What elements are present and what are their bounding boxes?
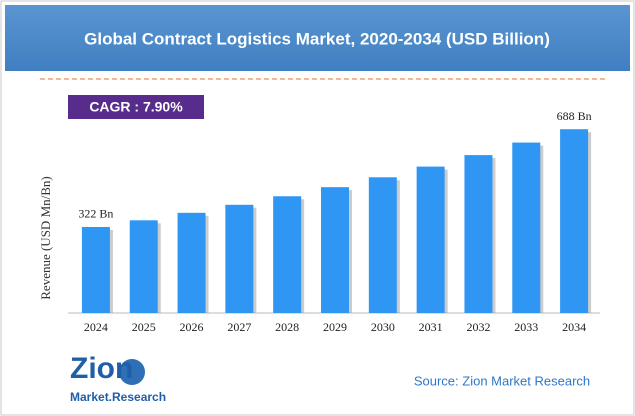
logo: Zion Market.Research: [70, 352, 166, 404]
value-label: 688 Bn: [557, 109, 592, 123]
value-label: 322 Bn: [78, 207, 113, 221]
bar: [321, 187, 349, 313]
bar: [416, 166, 445, 313]
bar: [129, 220, 158, 313]
x-tick-label: 2028: [275, 320, 299, 334]
bar: [560, 129, 589, 313]
x-tick-label: 2034: [562, 320, 586, 334]
bar: [177, 212, 206, 313]
y-axis-label: Revenue (USD Mn/Bn): [38, 176, 53, 300]
x-tick-label: 2026: [180, 320, 204, 334]
x-tick-label: 2031: [419, 320, 443, 334]
x-tick-label: 2030: [371, 320, 395, 334]
logo-globe: [119, 359, 145, 385]
x-tick-label: 2029: [323, 320, 347, 334]
bar: [81, 226, 110, 313]
cagr-label: CAGR : 7.90%: [89, 99, 183, 115]
x-tick-label: 2033: [514, 320, 538, 334]
x-tick-label: 2024: [84, 320, 108, 334]
logo-tagline: Market.Research: [70, 390, 166, 404]
source: Source: Zion Market Research: [414, 373, 590, 388]
logo-name: Zion: [70, 352, 133, 385]
bar: [512, 142, 541, 313]
bar: [464, 155, 493, 313]
x-tick-label: 2032: [466, 320, 490, 334]
x-tick-label: 2025: [132, 320, 156, 334]
x-tick-label: 2027: [227, 320, 251, 334]
bar: [225, 204, 254, 313]
chart-title: Global Contract Logistics Market, 2020-2…: [84, 29, 550, 48]
bar: [368, 177, 397, 313]
bar: [273, 196, 302, 313]
cagr-box: [68, 95, 204, 119]
title-banner: [5, 5, 630, 71]
